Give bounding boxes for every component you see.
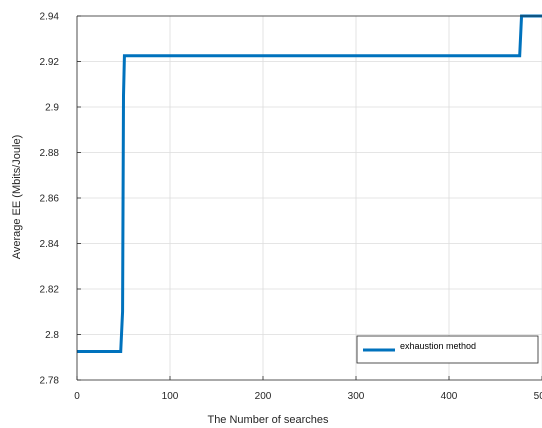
y-tick-label: 2.84 xyxy=(40,239,60,250)
series-layer xyxy=(77,14,542,354)
axes xyxy=(76,15,542,381)
y-tick-label: 2.78 xyxy=(40,376,60,387)
legend: exhaustion method xyxy=(356,335,539,364)
x-tick-label: 300 xyxy=(348,391,365,402)
x-tick-label: 100 xyxy=(162,391,179,402)
x-tick-label: 400 xyxy=(441,391,458,402)
y-tick-labels: 2.78 2.8 2.82 2.84 2.86 2.88 2.9 2.92 2.94 xyxy=(40,12,60,387)
y-axis-label: Average EE (Mbits/Joule) xyxy=(11,135,23,260)
y-tick-label: 2.94 xyxy=(40,12,60,23)
y-tick-label: 2.9 xyxy=(45,103,59,114)
grid xyxy=(76,15,542,381)
series-line-exhaustion-method xyxy=(77,14,542,354)
x-tick-label: 500 xyxy=(534,391,542,402)
x-tick-labels: 0 100 200 300 400 500 xyxy=(74,391,542,402)
y-tick-label: 2.92 xyxy=(40,57,60,68)
y-tick-label: 2.8 xyxy=(45,330,59,341)
y-tick-label: 2.88 xyxy=(40,148,60,159)
x-tick-label: 200 xyxy=(255,391,272,402)
x-tick-label: 0 xyxy=(74,391,80,402)
x-axis-label: The Number of searches xyxy=(207,414,329,426)
y-tick-label: 2.82 xyxy=(40,285,60,296)
legend-label-exhaustion-method: exhaustion method xyxy=(400,341,476,351)
y-tick-label: 2.86 xyxy=(40,194,60,205)
